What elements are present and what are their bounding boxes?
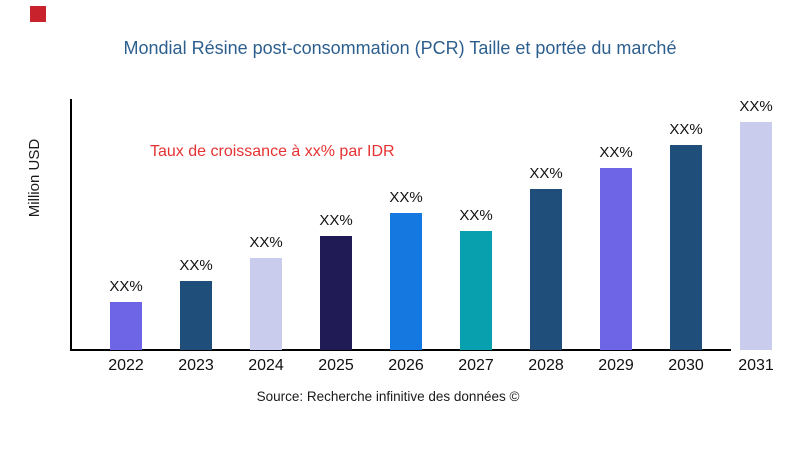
bar-value-label-2027: XX%	[459, 207, 493, 224]
bar-2027	[460, 231, 492, 350]
bar-value-label-2022: XX%	[109, 278, 143, 295]
bar-value-label-2031: XX%	[739, 98, 773, 115]
x-tick-label-2031: 2031	[738, 357, 774, 374]
bar-2026	[390, 213, 422, 350]
x-tick-label-2022: 2022	[108, 357, 144, 374]
bar-2029	[600, 168, 632, 350]
bar-2023	[180, 281, 212, 350]
x-tick-label-2024: 2024	[248, 357, 284, 374]
bar-value-label-2028: XX%	[529, 165, 563, 182]
x-tick-label-2023: 2023	[178, 357, 214, 374]
brand-logo-mark	[30, 6, 46, 22]
bar-2022	[110, 302, 142, 350]
source-credit: Source: Recherche infinitive des données…	[256, 389, 520, 404]
chart-title: Mondial Résine post-consommation (PCR) T…	[123, 38, 677, 58]
growth-rate-annotation: Taux de croissance à xx% par IDR	[150, 143, 395, 160]
bar-2030	[670, 145, 702, 350]
bar-value-label-2025: XX%	[319, 212, 353, 229]
bar-value-label-2024: XX%	[249, 234, 283, 251]
bar-2028	[530, 189, 562, 350]
x-axis-line	[70, 349, 731, 351]
y-axis-title: Million USD	[26, 138, 43, 218]
x-tick-label-2030: 2030	[668, 357, 704, 374]
y-axis-line	[70, 99, 72, 351]
bar-2025	[320, 236, 352, 350]
x-tick-label-2025: 2025	[318, 357, 354, 374]
bar-value-label-2026: XX%	[389, 189, 423, 206]
x-tick-label-2027: 2027	[458, 357, 494, 374]
bar-2031	[740, 122, 772, 350]
bar-2024	[250, 258, 282, 350]
x-tick-label-2028: 2028	[528, 357, 564, 374]
bar-value-label-2029: XX%	[599, 144, 633, 161]
bar-value-label-2030: XX%	[669, 121, 703, 138]
x-tick-label-2029: 2029	[598, 357, 634, 374]
x-tick-label-2026: 2026	[388, 357, 424, 374]
bar-value-label-2023: XX%	[179, 257, 213, 274]
